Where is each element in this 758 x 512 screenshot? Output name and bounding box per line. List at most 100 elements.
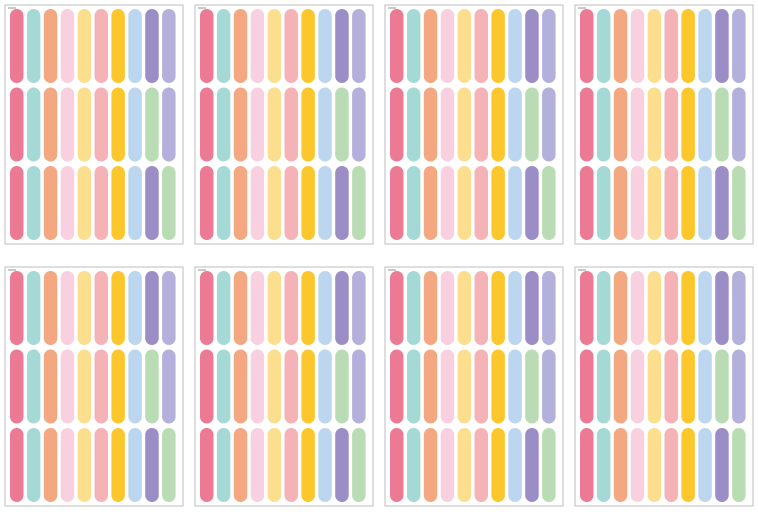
sticker [698,349,712,424]
sticker [301,87,315,162]
sticker [647,87,662,162]
sheet-tag [8,269,16,271]
sticker [390,87,404,162]
sticker [301,428,315,502]
sticker [457,271,472,345]
sticker [335,87,349,162]
sticker [508,349,522,424]
sticker [390,166,404,240]
sticker [162,271,176,345]
sticker [423,428,438,502]
sticker [352,271,366,345]
sticker [440,9,455,83]
sticker [284,87,298,162]
sticker [335,349,349,424]
sticker [26,87,41,162]
sticker [26,349,41,424]
sticker [732,87,746,162]
sticker [94,349,108,424]
sticker [43,166,58,240]
sticker [267,87,282,162]
sticker [613,349,628,424]
sticker [613,428,628,502]
sticker [250,9,265,83]
sticker [474,166,488,240]
sticker [267,428,282,502]
sticker [77,271,92,345]
sticker [10,428,24,502]
sheet [4,266,184,507]
sticker [318,87,332,162]
sticker [732,166,746,240]
sheet [574,4,754,245]
sticker [216,166,231,240]
sticker [200,349,214,424]
sticker [352,87,366,162]
sheet-tag [578,7,586,9]
sticker [250,166,265,240]
sticker [542,87,556,162]
sticker [457,87,472,162]
sticker [647,9,662,83]
sticker [390,349,404,424]
sheet-tag [578,269,586,271]
sticker [491,9,505,83]
sticker [525,87,539,162]
sticker [542,428,556,502]
sticker [457,428,472,502]
sticker [77,166,92,240]
sticker [406,349,421,424]
sticker [10,9,24,83]
sticker [596,271,611,345]
sticker [596,428,611,502]
sticker [390,9,404,83]
sticker [406,271,421,345]
sticker [732,428,746,502]
sticker [200,271,214,345]
sticker [390,428,404,502]
sticker [542,166,556,240]
sticker [423,9,438,83]
sticker [301,166,315,240]
sticker [94,166,108,240]
sticker [580,428,594,502]
sticker [162,349,176,424]
sticker [43,271,58,345]
sticker [681,166,695,240]
sticker [525,271,539,345]
sticker [145,271,159,345]
sticker [77,428,92,502]
sticker [60,349,75,424]
sticker [233,9,248,83]
sticker [111,166,125,240]
sticker [580,349,594,424]
sticker [318,166,332,240]
sticker [318,271,332,345]
sticker [233,87,248,162]
sticker [60,166,75,240]
sticker [423,271,438,345]
sticker [233,166,248,240]
sticker [162,428,176,502]
sticker [267,166,282,240]
sticker [128,428,142,502]
sticker [698,428,712,502]
sheet-tag [8,7,16,9]
sticker [200,9,214,83]
sticker [128,271,142,345]
sticker [715,428,729,502]
sticker [580,166,594,240]
sticker [423,349,438,424]
sticker [681,349,695,424]
sticker [43,349,58,424]
sticker [664,9,678,83]
sticker [542,271,556,345]
sticker [423,87,438,162]
sticker [664,271,678,345]
sticker [508,9,522,83]
sheet [574,266,754,507]
sheet [384,4,564,245]
sticker [647,166,662,240]
sticker [474,428,488,502]
